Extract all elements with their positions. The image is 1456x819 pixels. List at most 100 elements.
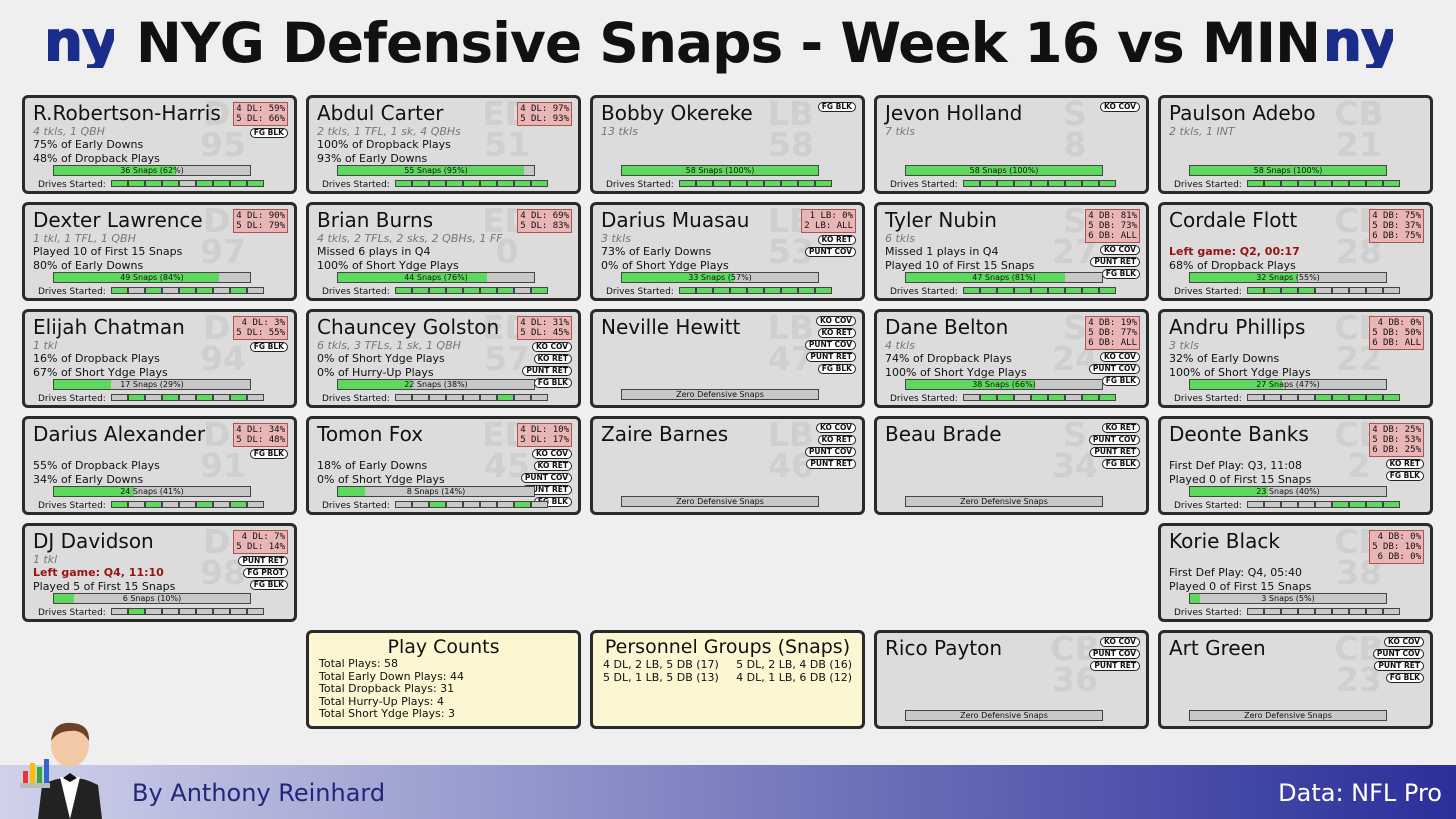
drive-segment	[480, 180, 497, 187]
drive-segment	[179, 180, 196, 187]
drive-segment	[412, 501, 429, 508]
drive-segment	[1031, 394, 1048, 401]
personnel-pct-box: 4 DL: 10% 5 DL: 17%	[517, 423, 572, 447]
drives-label: Drives Started:	[606, 180, 674, 190]
drive-segment	[679, 287, 696, 294]
personnel-pct-box: 4 DB: 81% 5 DB: 73% 6 DB: ALL	[1085, 209, 1140, 243]
special-teams-tags: KO COV KO RET PUNT COV PUNT RET FG BLK	[804, 316, 856, 376]
snap-count-label: 38 Snaps (66%)	[972, 380, 1036, 389]
player-notes: Missed 6 plays in Q4 100% of Short Ydge P…	[317, 245, 459, 273]
special-teams-badge: PUNT COV	[520, 473, 572, 483]
drives-started-track	[395, 180, 548, 188]
special-teams-badge: KO RET	[1101, 423, 1140, 433]
play-counts-title: Play Counts	[387, 636, 500, 658]
drive-segment	[429, 501, 446, 508]
snap-bar: 47 Snaps (81%)	[905, 272, 1103, 283]
player-name: Paulson Adebo	[1169, 101, 1316, 125]
drive-segment	[696, 287, 713, 294]
personnel-pct: 6 DB: 0%	[1377, 552, 1421, 562]
player-card: CB 36 Rico Payton KO COV PUNT COV PUNT RET Ze…	[874, 630, 1149, 729]
player-note: 74% of Dropback Plays	[885, 352, 1012, 365]
personnel-pct: 5 DB: 73%	[1088, 221, 1137, 231]
player-card: DI 95 R.Robertson-Harris 4 tkls, 1 QBH 75% …	[22, 95, 297, 194]
drives-label: Drives Started:	[322, 287, 390, 297]
drive-segment	[247, 608, 264, 615]
special-teams-badge: FG BLK	[249, 580, 288, 590]
player-notes: 75% of Early Downs 48% of Dropback Plays	[33, 138, 160, 166]
special-teams-badge: KO RET	[1385, 459, 1424, 469]
drives-started-track	[111, 394, 264, 402]
drive-segment	[1264, 180, 1281, 187]
snap-bar: 32 Snaps (55%)	[1189, 272, 1387, 283]
player-card: S 34 Beau Brade KO RET PUNT COV PUNT RET FG B…	[874, 416, 1149, 515]
player-card: CB 2 Deonte Banks First Def Play: Q3, 11:0…	[1158, 416, 1433, 515]
player-note: Left game: Q2, 00:17	[1169, 245, 1300, 258]
drive-segment	[111, 501, 128, 508]
snap-bar-fill	[622, 273, 734, 282]
drive-segment	[196, 287, 213, 294]
drives-started-track	[111, 501, 264, 509]
player-name: Beau Brade	[885, 422, 1002, 446]
drive-segment	[815, 180, 832, 187]
player-stats: 2 tkls, 1 TFL, 1 sk, 4 QBHs	[317, 125, 461, 138]
drive-segment	[781, 287, 798, 294]
drives-started-track	[395, 287, 548, 295]
personnel-pct: 5 DL: 45%	[520, 328, 569, 338]
snap-count-label: 32 Snaps (55%)	[1256, 273, 1320, 282]
drive-segment	[111, 287, 128, 294]
personnel-pct-box: 4 DB: 25% 5 DB: 53% 6 DB: 25%	[1369, 423, 1424, 457]
personnel-pct: 4 DL: 34%	[236, 425, 285, 435]
player-stats: 3 tkls	[601, 232, 631, 245]
drive-segment	[1366, 394, 1383, 401]
drive-segment	[128, 608, 145, 615]
player-note: Missed 1 plays in Q4	[885, 245, 999, 258]
special-teams-badge: KO COV	[816, 316, 856, 326]
snap-bar: 38 Snaps (66%)	[905, 379, 1103, 390]
personnel-pct: 4 DB: 25%	[1372, 425, 1421, 435]
player-note: 18% of Early Downs	[317, 459, 428, 472]
snap-count-label: 49 Snaps (84%)	[120, 273, 184, 282]
snap-count-label: Zero Defensive Snaps	[960, 497, 1048, 506]
special-teams-tags: FG BLK	[249, 342, 288, 354]
player-note: 100% of Dropback Plays	[317, 138, 451, 151]
snap-count-label: Zero Defensive Snaps	[960, 711, 1048, 720]
drive-segment	[713, 180, 730, 187]
drive-segment	[1014, 180, 1031, 187]
special-teams-badge: PUNT COV	[804, 247, 856, 257]
drive-segment	[531, 287, 548, 294]
player-name: Andru Phillips	[1169, 315, 1306, 339]
player-note: 32% of Early Downs	[1169, 352, 1280, 365]
player-stats: 7 tkls	[885, 125, 915, 138]
player-note: 0% of Short Ydge Plays	[317, 352, 445, 365]
player-notes: 74% of Dropback Plays 100% of Short Ydge …	[885, 352, 1027, 380]
player-notes: 0% of Short Ydge Plays 0% of Hurry-Up Pla…	[317, 352, 445, 380]
drives-label: Drives Started:	[38, 501, 106, 511]
drive-segment	[1332, 608, 1349, 615]
drive-segment	[1383, 608, 1400, 615]
special-teams-badge: FG BLK	[533, 378, 572, 388]
drive-segment	[128, 501, 145, 508]
drive-segment	[247, 180, 264, 187]
special-teams-badge: PUNT COV	[1088, 649, 1140, 659]
play-counts-line: Total Short Ydge Plays: 3	[319, 707, 456, 720]
snap-bar: 27 Snaps (47%)	[1189, 379, 1387, 390]
drive-segment	[395, 394, 412, 401]
drives-started-track	[111, 608, 264, 616]
snap-count-label: 58 Snaps (100%)	[969, 166, 1039, 175]
snap-count-label: 58 Snaps (100%)	[1253, 166, 1323, 175]
player-name: Brian Burns	[317, 208, 434, 232]
position-watermark: ED 51	[482, 95, 532, 164]
player-note: Played 5 of First 15 Snaps	[33, 580, 176, 593]
special-teams-badge: PUNT RET	[806, 459, 856, 469]
drives-started-track	[395, 394, 548, 402]
player-notes: Played 10 of First 15 Snaps 80% of Early …	[33, 245, 182, 273]
player-note: 0% of Short Ydge Plays	[601, 259, 729, 272]
snap-bar-fill	[338, 166, 525, 175]
drive-segment	[128, 394, 145, 401]
player-card: S 8 Jevon Holland 7 tkls KO COV 58 Snaps (10…	[874, 95, 1149, 194]
data-source: Data: NFL Pro	[1278, 779, 1442, 807]
drive-segment	[196, 180, 213, 187]
drive-segment	[1014, 287, 1031, 294]
player-name: Chauncey Golston	[317, 315, 500, 339]
player-card: DI 94 Elijah Chatman 1 tkl 16% of Dropback …	[22, 309, 297, 408]
